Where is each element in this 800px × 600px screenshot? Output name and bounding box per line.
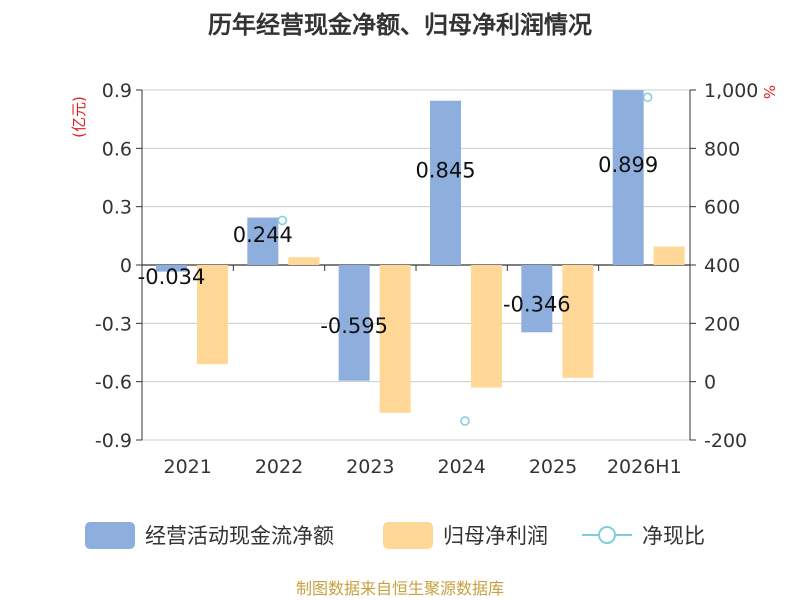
axes: 0.9 0.6 0.3 0 -0.3 -0.6 -0.9 1,000 800 600 400 200 0… [95, 80, 758, 478]
right-tick-label: 800 [704, 138, 740, 160]
cashflow-data-label: -0.034 [138, 265, 206, 289]
category-label: 2021 [163, 456, 211, 478]
net-profit-bar [653, 246, 685, 265]
cashflow-data-label: 0.899 [598, 153, 658, 177]
right-tick-label: 200 [704, 313, 740, 335]
category-label: 2022 [255, 456, 303, 478]
net-profit-bar [197, 265, 228, 365]
left-tick-label: 0.3 [102, 197, 132, 219]
left-tick-label: -0.9 [95, 430, 132, 452]
net-cash-ratio-point [277, 215, 288, 226]
left-tick-label: 0.9 [102, 80, 132, 102]
category-label: 2023 [346, 456, 394, 478]
net-profit-bar [471, 265, 502, 388]
cashflow-bar [612, 90, 644, 265]
right-axis-unit: % [760, 85, 778, 99]
cashflow-data-label: 0.845 [415, 159, 475, 183]
cashflow-bar [430, 100, 461, 265]
cashflow-data-label: -0.595 [320, 314, 388, 338]
left-tick-label: -0.3 [95, 313, 132, 335]
right-tick-label: 1,000 [704, 80, 758, 102]
left-tick-label: 0.6 [102, 138, 132, 160]
right-tick-label: 400 [704, 255, 740, 277]
left-tick-label: 0 [120, 255, 132, 277]
category-label: 2026H1 [607, 456, 682, 478]
cashflow-bar [338, 265, 370, 381]
right-tick-label: -200 [704, 430, 747, 452]
left-axis-unit: (亿元) [70, 96, 88, 138]
right-tick-label: 0 [704, 372, 716, 394]
right-tick-label: 600 [704, 197, 740, 219]
cashflow-data-label: -0.346 [503, 292, 571, 316]
net-profit-bar [379, 265, 411, 413]
category-label: 2025 [529, 456, 577, 478]
legend: 经营活动现金流净额 归母净利润 净现比 [85, 522, 705, 549]
net-profit-bar [288, 257, 320, 265]
cashflow-bar [247, 217, 279, 265]
legend-swatch-cashflow [85, 522, 135, 549]
cashflow-bar [156, 265, 187, 272]
left-tick-label: -0.6 [95, 372, 132, 394]
net-cash-ratio-point [460, 416, 470, 426]
data-labels: -0.034 0.244 -0.595 0.845 -0.346 0.899 [138, 153, 659, 338]
legend-label-ratio: 净现比 [642, 524, 705, 548]
scatter-points [277, 92, 653, 426]
source-note: 制图数据来自恒生聚源数据库 [296, 579, 504, 598]
cashflow-bar [521, 265, 553, 333]
cashflow-data-label: 0.244 [233, 223, 293, 247]
legend-marker-ratio [598, 526, 616, 544]
category-label: 2024 [437, 456, 485, 478]
legend-swatch-net-profit [383, 522, 433, 549]
legend-label-net-profit: 归母净利润 [443, 524, 548, 548]
net-profit-bar [562, 265, 594, 378]
bars [156, 90, 685, 413]
net-cash-ratio-point [642, 92, 653, 103]
chart-title: 历年经营现金净额、归母净利润情况 [208, 11, 592, 39]
legend-label-cashflow: 经营活动现金流净额 [145, 524, 334, 548]
